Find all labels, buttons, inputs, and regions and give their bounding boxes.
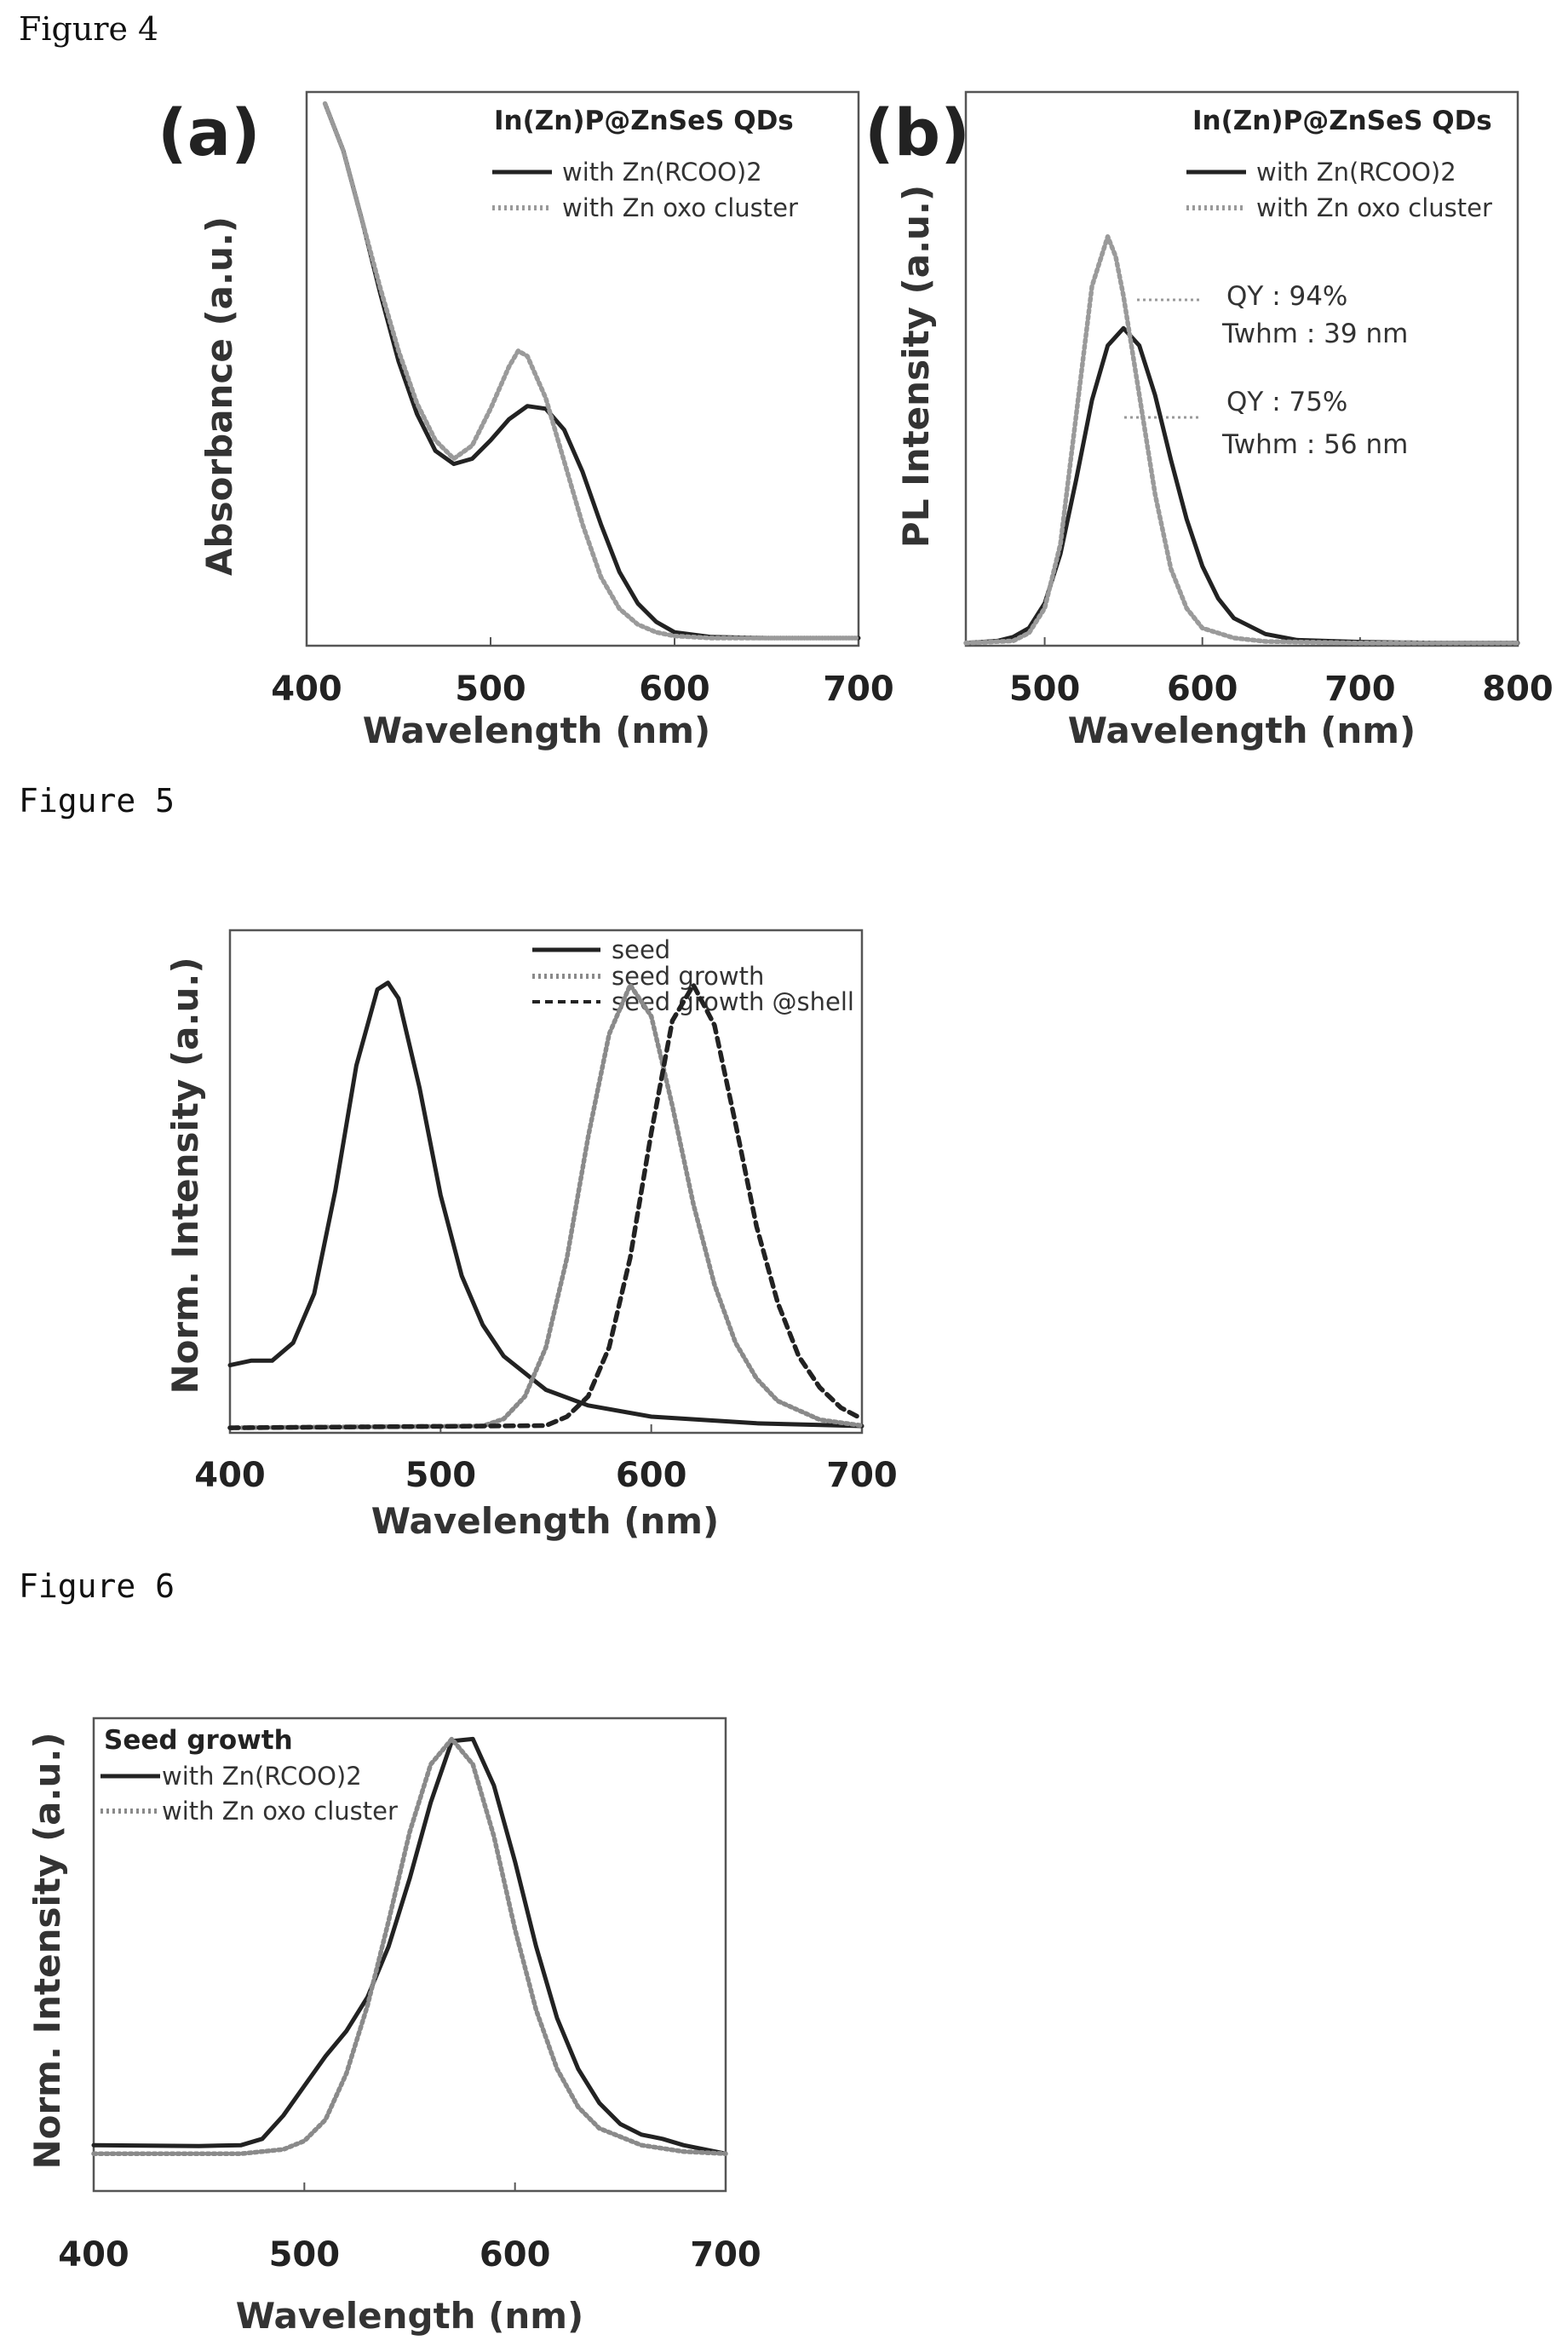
plot-frame [964, 90, 1519, 647]
legend-label-series-2: seed growth [612, 962, 764, 991]
legend-title: In(Zn)P@ZnSeS QDs [1192, 106, 1492, 136]
x-tick-label: 500 [405, 1456, 477, 1495]
x-axis-label: Wavelength (nm) [363, 710, 711, 751]
y-axis-label: Absorbance (a.u.) [198, 216, 240, 576]
figure-5-caption: Figure 5 [19, 782, 175, 819]
legend-label-series-3: seed growth @shell [612, 987, 854, 1016]
annotation-qy-75: QY : 75% [1226, 387, 1347, 417]
legend-title: In(Zn)P@ZnSeS QDs [494, 106, 794, 136]
x-axis-label: Wavelength (nm) [1068, 710, 1416, 751]
legend-label-series-2: with Zn oxo cluster [162, 1797, 398, 1826]
x-tick-label: 800 [1482, 670, 1554, 709]
plot-frame [92, 1717, 727, 2193]
figure-6-caption: Figure 6 [19, 1567, 175, 1605]
series-line-2 [227, 982, 864, 1430]
series-line-3 [227, 982, 864, 1430]
series-line-2 [963, 233, 1520, 646]
x-tick-label: 700 [690, 2235, 761, 2274]
series-line-1 [91, 1736, 728, 2156]
legend-label-series-1: with Zn(RCOO)2 [1256, 158, 1456, 187]
x-tick-label: 700 [826, 1456, 898, 1495]
x-tick-label: 700 [1324, 670, 1396, 709]
legend-label-series-1: seed [612, 935, 670, 964]
x-tick-label: 400 [194, 1456, 266, 1495]
y-axis-label: Norm. Intensity (a.u.) [164, 957, 206, 1394]
plot-frame [228, 929, 864, 1435]
annotation-fwhm-39: Twhm : 39 nm [1221, 319, 1408, 349]
legend-label-series-2: with Zn oxo cluster [1256, 193, 1492, 222]
plot-frame [305, 90, 860, 647]
annotation-qy-94: QY : 94% [1226, 281, 1347, 312]
x-tick-label: 600 [480, 2235, 551, 2274]
legend-title: Seed growth [104, 1725, 293, 1756]
x-tick-label: 500 [455, 670, 526, 709]
series-line-1 [227, 980, 864, 1429]
panel-label: (b) [864, 95, 970, 170]
x-tick-label: 600 [616, 1456, 687, 1495]
y-axis-label: PL Intensity (a.u.) [895, 185, 937, 548]
x-tick-label: 600 [639, 670, 710, 709]
legend-label-series-2: with Zn oxo cluster [562, 193, 798, 222]
figure-4-caption: Figure 4 [19, 10, 159, 48]
series-line-1 [963, 325, 1520, 646]
legend-label-series-1: with Zn(RCOO)2 [562, 158, 762, 187]
x-tick-label: 600 [1167, 670, 1238, 709]
panel-label: (a) [158, 95, 261, 170]
annotation-fwhm-56: Twhm : 56 nm [1221, 429, 1408, 460]
x-tick-label: 500 [1009, 670, 1081, 709]
x-tick-label: 400 [58, 2235, 129, 2274]
series-line-2 [322, 101, 861, 641]
x-axis-label: Wavelength (nm) [236, 2295, 584, 2337]
y-axis-label: Norm. Intensity (a.u.) [26, 1732, 68, 2169]
x-tick-label: 400 [271, 670, 342, 709]
series-line-1 [323, 101, 861, 641]
x-tick-label: 700 [823, 670, 894, 709]
series-line-2 [91, 1736, 728, 2156]
x-tick-label: 500 [269, 2235, 341, 2274]
x-axis-label: Wavelength (nm) [371, 1500, 720, 1542]
legend-label-series-1: with Zn(RCOO)2 [162, 1762, 362, 1791]
